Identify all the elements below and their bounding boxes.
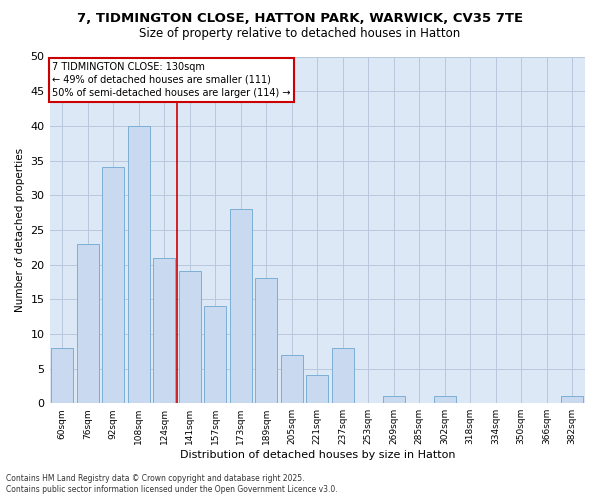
Bar [128,126,149,403]
Text: 7 TIDMINGTON CLOSE: 130sqm
← 49% of detached houses are smaller (111)
50% of sem: 7 TIDMINGTON CLOSE: 130sqm ← 49% of deta… [52,62,291,98]
Bar [230,209,251,403]
Text: 7, TIDMINGTON CLOSE, HATTON PARK, WARWICK, CV35 7TE: 7, TIDMINGTON CLOSE, HATTON PARK, WARWIC… [77,12,523,26]
Bar [281,354,302,403]
Y-axis label: Number of detached properties: Number of detached properties [15,148,25,312]
X-axis label: Distribution of detached houses by size in Hatton: Distribution of detached houses by size … [179,450,455,460]
Bar [205,306,226,403]
Bar [179,272,200,403]
Bar [383,396,404,403]
Bar [103,168,124,403]
Text: Contains HM Land Registry data © Crown copyright and database right 2025.
Contai: Contains HM Land Registry data © Crown c… [6,474,338,494]
Bar [154,258,175,403]
Bar [307,376,328,403]
Bar [256,278,277,403]
Bar [52,348,73,403]
Text: Size of property relative to detached houses in Hatton: Size of property relative to detached ho… [139,28,461,40]
Bar [562,396,583,403]
Bar [77,244,98,403]
Bar [332,348,353,403]
Bar [434,396,455,403]
